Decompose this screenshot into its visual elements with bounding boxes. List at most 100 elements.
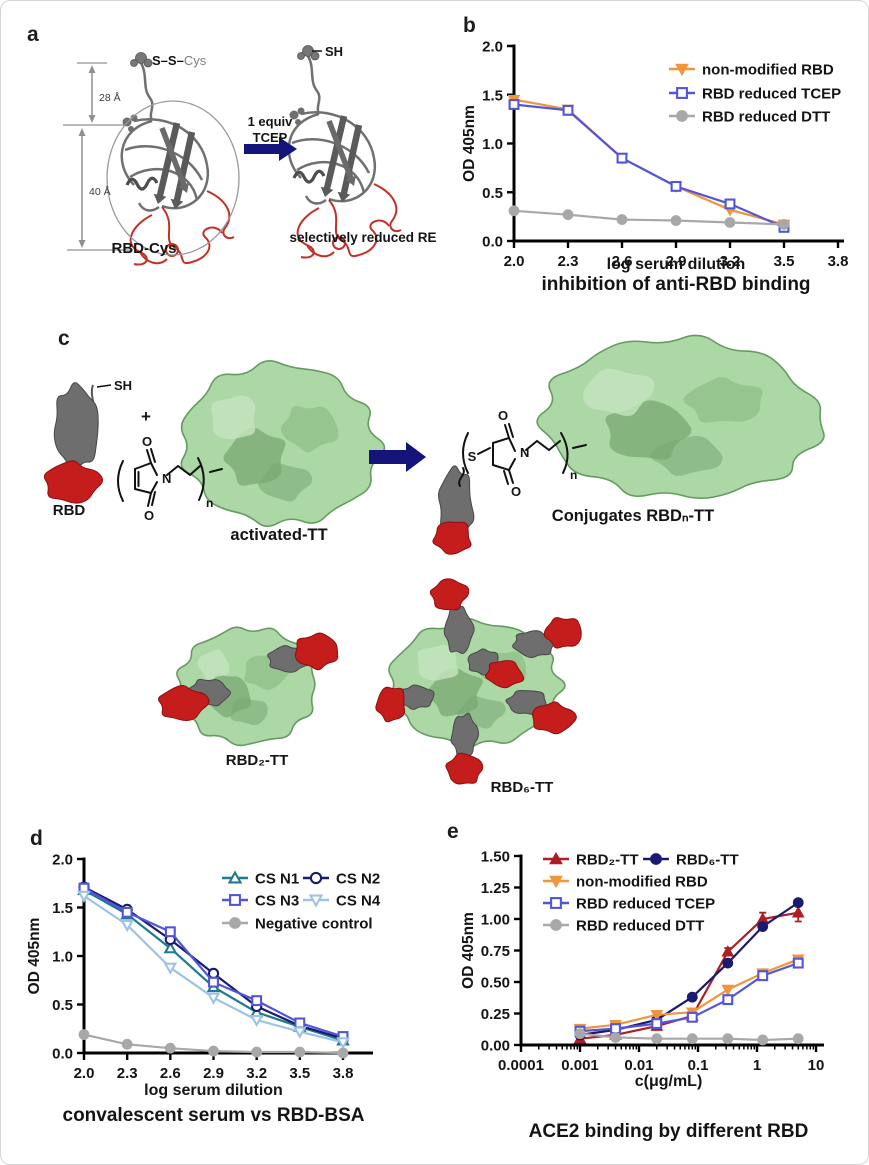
- svg-text:2.0: 2.0: [504, 253, 525, 270]
- sh-label: SH: [114, 378, 132, 393]
- rbd-core: [512, 630, 556, 659]
- series-CS N2: [78, 881, 349, 1045]
- svg-text:3.8: 3.8: [828, 253, 849, 270]
- svg-text:0.5: 0.5: [52, 997, 73, 1014]
- svg-text:0.75: 0.75: [481, 943, 510, 960]
- legend: RBD₂-TT RBD₆-TT non-modified RBD RBD reduce…: [543, 852, 739, 935]
- panel-label-b: b: [463, 14, 476, 37]
- panel-label-e: e: [447, 820, 459, 843]
- svg-text:0.001: 0.001: [561, 1057, 599, 1074]
- panel-a-illustration: S–S–Cys SH 28 Å 40 Å 1 equiv TCEP RBD-Cy…: [63, 44, 437, 266]
- sulfur-atom: S: [468, 449, 477, 464]
- svg-text:RBD reduced DTT: RBD reduced DTT: [702, 109, 830, 126]
- rbd-core: [53, 382, 99, 474]
- series-CS N4: [77, 890, 350, 1050]
- rbd-core: [443, 605, 475, 654]
- svg-text:1.00: 1.00: [481, 912, 510, 929]
- axes: 0.00 0.25 0.50 0.75 1.00 1.25 1.50 0.0001 0.001 0…: [460, 849, 824, 1091]
- conjugates-caption: Conjugates RBDₙ-TT: [552, 507, 714, 525]
- axes: 0.0 0.5 1.0 1.5 2.0 2.0 2.3 2.6 2.9 3.2 3.5 3.8 OD 4…: [26, 852, 373, 1099]
- subscript-n: n: [206, 496, 213, 510]
- svg-text:OD 405nm: OD 405nm: [461, 105, 478, 182]
- svg-text:1.5: 1.5: [482, 87, 503, 104]
- svg-text:c(μg/mL): c(μg/mL): [635, 1073, 703, 1090]
- rbm-loop: [158, 684, 210, 721]
- conjugated-rbd-monomer: [432, 465, 475, 555]
- svg-text:OD 405nm: OD 405nm: [26, 918, 43, 995]
- series-CS N3: [78, 882, 349, 1042]
- svg-text:2.0: 2.0: [52, 852, 73, 869]
- dimension-40A: 40 Å: [89, 185, 111, 198]
- chart-title: convalescent serum vs RBD-BSA: [63, 1105, 365, 1126]
- svg-text:1.50: 1.50: [481, 849, 510, 866]
- svg-text:2.9: 2.9: [203, 1065, 224, 1082]
- svg-text:log serum dilution: log serum dilution: [607, 256, 746, 273]
- reagent-label-line2: TCEP: [253, 130, 288, 145]
- rbm-loop: [294, 632, 339, 671]
- subscript-n: n: [570, 468, 577, 482]
- maleimide-structure: O O N n: [117, 434, 223, 523]
- measurement-arrows: [63, 62, 132, 251]
- rbd2-tt-model: [158, 626, 339, 747]
- svg-text:RBD reduced DTT: RBD reduced DTT: [576, 918, 704, 935]
- svg-text:2.6: 2.6: [160, 1065, 181, 1082]
- svg-text:10: 10: [808, 1057, 825, 1074]
- tt-protein-surface: [180, 360, 386, 528]
- panel-label-a: a: [27, 23, 39, 46]
- oxygen-atom: O: [511, 484, 521, 499]
- svg-text:1.0: 1.0: [482, 136, 503, 153]
- series-RBD reduced TCEP: [508, 99, 790, 233]
- svg-text:RBD reduced TCEP: RBD reduced TCEP: [702, 86, 841, 103]
- svg-text:OD 405nm: OD 405nm: [460, 912, 477, 989]
- rbm-loop: [485, 660, 525, 689]
- activated-tt-caption: activated-TT: [230, 526, 327, 544]
- disulfide-label: S–S–Cys: [152, 53, 207, 68]
- rbm-loop: [445, 752, 484, 785]
- chart-inhibition-anti-rbd: 0.0 0.5 1.0 1.5 2.0 2.0 2.3 2.6 2.9 3.2 3.5 3.8 OD 4…: [461, 39, 848, 296]
- svg-text:3.2: 3.2: [246, 1065, 267, 1082]
- sh-label: SH: [325, 44, 343, 59]
- panel-c-illustration: SH RBD + O O N n: [43, 334, 825, 796]
- svg-text:0.50: 0.50: [481, 975, 510, 992]
- svg-text:RBD reduced TCEP: RBD reduced TCEP: [576, 896, 715, 913]
- svg-text:non-modified RBD: non-modified RBD: [702, 62, 834, 79]
- svg-text:CS N2: CS N2: [336, 871, 380, 888]
- svg-text:0.01: 0.01: [624, 1057, 653, 1074]
- svg-text:1.5: 1.5: [52, 900, 73, 917]
- svg-text:2.9: 2.9: [666, 253, 687, 270]
- svg-text:log serum dilution: log serum dilution: [144, 1082, 283, 1099]
- oxygen-atom: O: [144, 508, 154, 523]
- rbm-loop: [43, 460, 103, 504]
- succinimide-linker-structure: S O O N n: [458, 408, 587, 499]
- tt-protein-surface: [536, 334, 825, 500]
- nitrogen-atom: N: [520, 445, 529, 460]
- chart-convalescent-serum: 0.0 0.5 1.0 1.5 2.0 2.0 2.3 2.6 2.9 3.2 3.5 3.8 OD 4…: [26, 852, 381, 1127]
- svg-text:RBD₂-TT: RBD₂-TT: [576, 852, 638, 869]
- legend: CS N1 CS N2 CS N3 CS N4 Negative control: [222, 870, 381, 933]
- rbd-monomer: [43, 382, 103, 504]
- rbm-loop: [532, 701, 577, 735]
- rbm-loop: [543, 617, 582, 649]
- rbd2-tt-caption: RBD₂-TT: [226, 752, 288, 769]
- svg-text:3.5: 3.5: [289, 1065, 310, 1082]
- rbd6-tt-caption: RBD₆-TT: [491, 779, 554, 796]
- svg-text:2.3: 2.3: [117, 1065, 138, 1082]
- activated-tt-protein: [180, 360, 386, 528]
- svg-text:1.0: 1.0: [52, 949, 73, 966]
- chart-title: inhibition of anti-RBD binding: [541, 274, 810, 295]
- chart-title: ACE2 binding by different RBD: [529, 1121, 809, 1142]
- panel-label-c: c: [58, 327, 70, 350]
- rbd-core: [450, 712, 479, 757]
- plus-sign: +: [141, 407, 151, 426]
- reagent-label-line1: 1 equiv: [248, 114, 294, 129]
- rbm-loop: [432, 521, 472, 555]
- reaction-arrow: [369, 442, 426, 472]
- svg-text:3.2: 3.2: [720, 253, 741, 270]
- axes: 0.0 0.5 1.0 1.5 2.0 2.0 2.3 2.6 2.9 3.2 3.5 3.8 OD 4…: [461, 39, 848, 274]
- svg-text:0.25: 0.25: [481, 1006, 510, 1023]
- rbd-cys-caption: RBD-Cys: [111, 240, 176, 257]
- conjugate-tt-protein: [536, 334, 825, 500]
- rbm-loop: [375, 686, 406, 723]
- series-Negative control: [78, 1029, 349, 1059]
